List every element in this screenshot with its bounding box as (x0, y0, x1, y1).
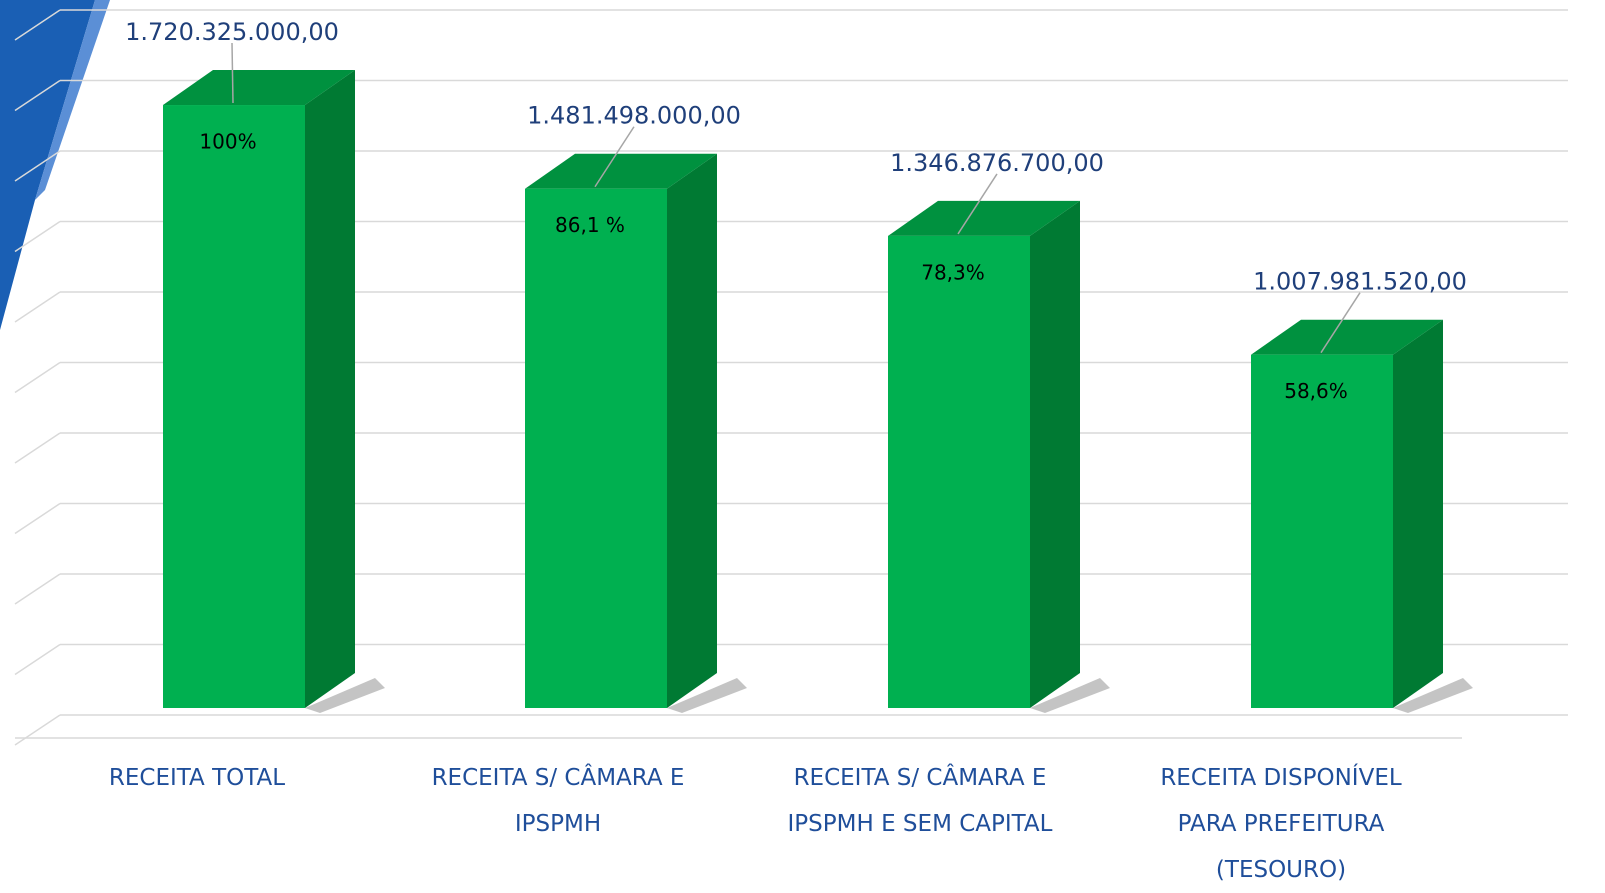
bar (163, 105, 305, 709)
bar-shadow (1030, 678, 1110, 713)
bar-shadow (1393, 678, 1473, 713)
leader-line (957, 173, 998, 235)
value-label: 1.007.981.520,00 (1253, 268, 1467, 296)
x-tick-label: RECEITA TOTAL (108, 765, 286, 791)
percent-label: 78,3% (921, 260, 985, 284)
leader-line (594, 126, 635, 188)
floor-line (14, 9, 61, 41)
x-tick-label: RECEITA DISPONÍVEL PARA PREFEITURA (TESO… (1160, 765, 1402, 883)
floor-line (14, 502, 61, 535)
percent-label: 86,1 % (555, 213, 625, 237)
bar (525, 188, 667, 708)
bar-top (1251, 319, 1443, 355)
floor-line (14, 361, 61, 394)
bar-shadow (305, 678, 385, 713)
floor-line (14, 643, 61, 676)
percent-label: 58,6% (1284, 379, 1348, 403)
bar-top (163, 70, 355, 106)
value-label: 1.346.876.700,00 (890, 149, 1104, 177)
floor-line (14, 714, 61, 746)
percent-label: 100% (199, 130, 256, 154)
value-label: 1.720.325.000,00 (125, 18, 339, 46)
bar-shadow (667, 678, 747, 713)
bar-top (888, 200, 1080, 236)
bar-top (525, 153, 717, 189)
floor-line (14, 573, 61, 605)
bar (1251, 354, 1393, 708)
decor-stripe (0, 0, 95, 330)
leader-line (1320, 292, 1361, 354)
floor-line (14, 79, 61, 112)
x-tick-label: RECEITA S/ CÂMARA E IPSPMH E SEM CAPITAL (787, 765, 1053, 837)
floor-line (14, 150, 61, 182)
x-tick-label: RECEITA S/ CÂMARA E IPSPMH (431, 765, 685, 837)
decor-stripe (35, 0, 110, 200)
bar-side (667, 153, 717, 708)
bar-side (305, 70, 355, 709)
value-label: 1.481.498.000,00 (527, 102, 741, 130)
bar (888, 235, 1030, 708)
bar-side (1393, 319, 1443, 708)
floor-line (14, 220, 61, 253)
floor-line (14, 432, 61, 464)
bar-side (1030, 200, 1080, 708)
floor-line (14, 291, 61, 323)
leader-line (231, 43, 234, 104)
